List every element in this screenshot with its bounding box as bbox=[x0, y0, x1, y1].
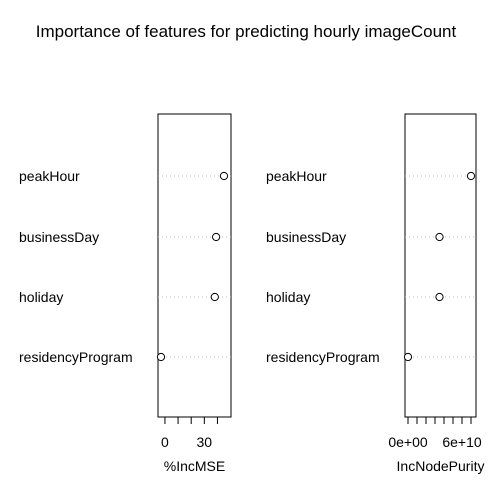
data-point bbox=[157, 353, 164, 360]
feature-label: peakHour bbox=[19, 168, 80, 184]
data-point bbox=[436, 293, 443, 300]
x-axis-title: %IncMSE bbox=[164, 458, 225, 474]
data-point bbox=[404, 353, 411, 360]
figure-title: Importance of features for predicting ho… bbox=[36, 22, 457, 41]
x-tick-label: 0 bbox=[161, 434, 169, 450]
plot-frame bbox=[405, 114, 476, 417]
data-point bbox=[213, 233, 220, 240]
data-point bbox=[211, 293, 218, 300]
feature-label: peakHour bbox=[266, 168, 327, 184]
data-point bbox=[220, 172, 227, 179]
feature-label: businessDay bbox=[266, 229, 346, 245]
feature-label: residencyProgram bbox=[19, 349, 133, 365]
feature-label: holiday bbox=[266, 289, 310, 305]
x-tick-label: 0e+00 bbox=[388, 434, 428, 450]
x-tick-label: 30 bbox=[197, 434, 213, 450]
x-axis-title: IncNodePurity bbox=[397, 458, 485, 474]
x-tick-label: 6e+10 bbox=[442, 434, 482, 450]
feature-label: residencyProgram bbox=[266, 349, 380, 365]
feature-label: businessDay bbox=[19, 229, 99, 245]
plot-frame bbox=[158, 114, 231, 417]
data-point bbox=[436, 233, 443, 240]
data-point bbox=[467, 172, 474, 179]
feature-label: holiday bbox=[19, 289, 63, 305]
